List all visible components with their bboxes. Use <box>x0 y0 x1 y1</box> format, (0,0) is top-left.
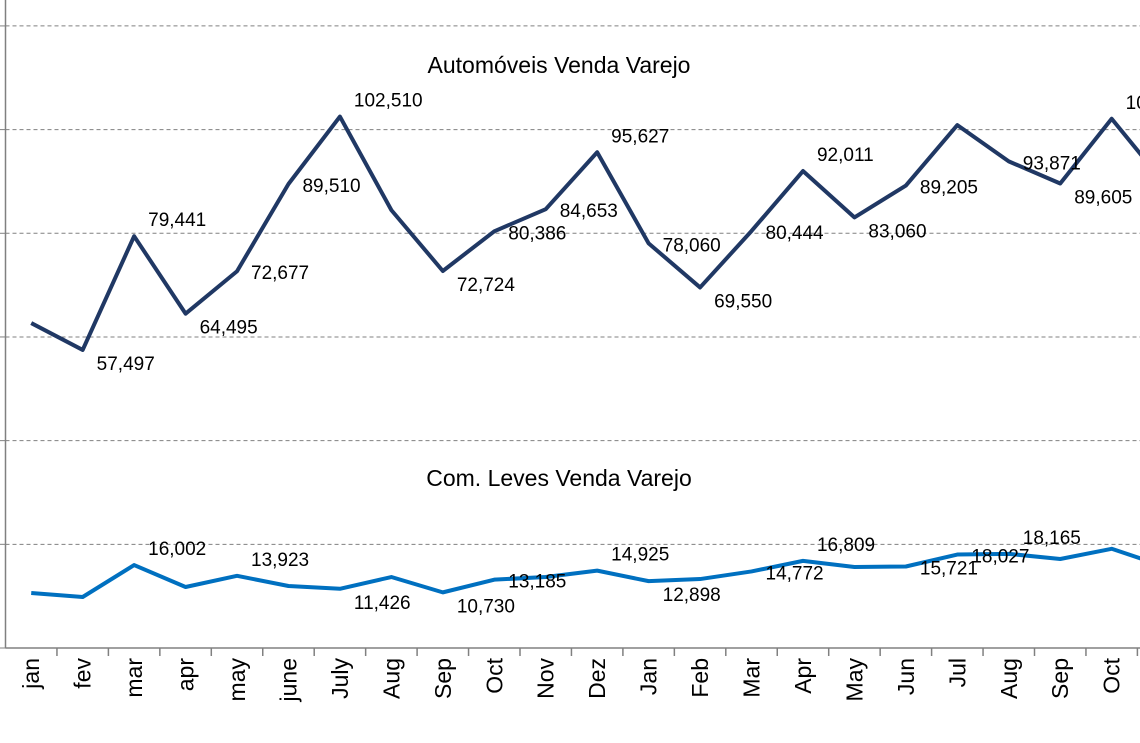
x-tick-label: june <box>275 658 301 702</box>
x-tick-label: Sep <box>1047 658 1073 699</box>
value-label: 18,027 <box>971 547 1029 568</box>
value-label: 102,510 <box>354 91 423 112</box>
x-tick-label: Sep <box>430 658 456 699</box>
value-label: 64,495 <box>200 318 258 339</box>
x-tick-label: July <box>327 658 353 699</box>
value-label: 79,441 <box>148 210 206 231</box>
series-line <box>30 114 1140 352</box>
x-tick-label: fev <box>70 658 96 689</box>
x-tick-label: Mar <box>739 658 765 698</box>
x-tick-label: may <box>224 658 250 702</box>
series-title: Com. Leves Venda Varejo <box>426 465 692 491</box>
value-label: 15,721 <box>920 559 978 580</box>
value-label: 92,011 <box>817 145 874 166</box>
value-label: 93,871 <box>1023 153 1081 174</box>
value-label: 89,205 <box>920 178 978 199</box>
value-label: 16,002 <box>148 539 206 560</box>
x-tick-label: Aug <box>996 658 1022 699</box>
value-label: 57,497 <box>97 354 155 375</box>
value-label: 78,060 <box>663 235 721 256</box>
value-label: 10,730 <box>457 596 515 617</box>
x-tick-label: May <box>841 658 867 702</box>
value-label: 14,772 <box>766 563 824 584</box>
value-label: 13,185 <box>508 572 566 593</box>
value-label: 80,386 <box>508 223 566 244</box>
value-label: 83,060 <box>868 221 926 242</box>
x-tick-label: Dez <box>584 658 610 699</box>
value-label: 69,550 <box>714 291 772 312</box>
value-label: 102,090 <box>1126 93 1140 114</box>
value-label: 80,444 <box>766 223 825 244</box>
value-label: 11,426 <box>354 593 411 614</box>
value-label: 89,605 <box>1074 187 1132 208</box>
x-tick-label: Oct <box>481 657 507 693</box>
x-tick-label: Aug <box>378 658 404 699</box>
x-tick-label: Oct <box>1099 657 1125 693</box>
value-label: 72,677 <box>251 263 309 284</box>
series-title: Automóveis Venda Varejo <box>428 52 691 78</box>
x-tick-label: mar <box>121 658 147 698</box>
value-label: 13,923 <box>251 550 309 571</box>
x-tick-label: Jun <box>893 658 919 695</box>
value-label: 95,627 <box>611 126 669 147</box>
x-tick-label: jan <box>18 658 44 690</box>
x-tick-label: Jul <box>944 658 970 687</box>
value-label: 12,898 <box>663 585 721 606</box>
value-label: 14,925 <box>611 545 669 566</box>
x-tick-label: Nov <box>533 658 559 699</box>
value-label: 18,165 <box>1023 528 1081 549</box>
value-label: 84,653 <box>560 201 618 222</box>
series-line <box>31 546 1140 600</box>
x-tick-label: apr <box>173 658 199 692</box>
value-label: 72,724 <box>457 275 516 296</box>
x-tick-label: Feb <box>687 658 713 698</box>
value-label: 89,510 <box>302 176 360 197</box>
x-tick-label: Jan <box>636 658 662 695</box>
value-label: 16,809 <box>817 535 875 556</box>
x-tick-label: Apr <box>790 658 816 694</box>
